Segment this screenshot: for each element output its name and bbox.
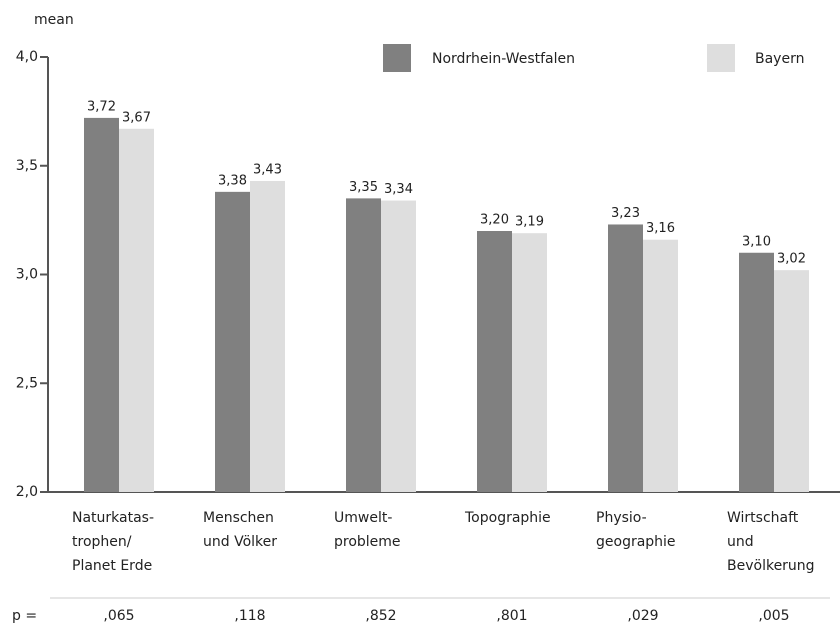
value-label: 3,34 — [384, 182, 413, 197]
value-label: 3,19 — [515, 215, 544, 230]
value-label: 3,38 — [218, 173, 247, 188]
value-label: 3,67 — [122, 110, 151, 125]
x-tick-label: Physio- — [596, 510, 647, 526]
p-value: ,118 — [234, 608, 265, 624]
y-tick-label: 3,5 — [16, 158, 38, 174]
bar — [739, 252, 774, 492]
y-tick-label: 3,0 — [16, 267, 38, 283]
y-axis-label: mean — [34, 12, 74, 28]
value-label: 3,16 — [646, 221, 675, 236]
x-tick-label: Topographie — [464, 510, 551, 526]
x-tick-label: Umwelt- — [334, 510, 392, 526]
legend-swatch — [383, 44, 411, 72]
legend-label: Bayern — [755, 51, 804, 67]
x-tick-label: probleme — [334, 534, 401, 550]
p-value: ,029 — [627, 608, 658, 624]
y-tick-label: 4,0 — [16, 49, 38, 65]
x-tick-label: Wirtschaft — [727, 510, 799, 526]
bar — [84, 117, 119, 493]
bar — [774, 270, 809, 492]
p-value: ,852 — [365, 608, 396, 624]
value-label: 3,72 — [87, 99, 116, 114]
y-tick-label: 2,0 — [16, 484, 38, 500]
value-label: 3,43 — [253, 162, 282, 177]
x-tick-label: und Völker — [203, 534, 277, 550]
y-tick-label: 2,5 — [16, 375, 38, 391]
value-label: 3,02 — [777, 252, 806, 267]
bar — [643, 239, 678, 492]
x-tick-label: Bevölkerung — [727, 558, 815, 574]
p-value: ,065 — [103, 608, 134, 624]
x-tick-label: und — [727, 534, 754, 550]
bar — [119, 128, 154, 492]
x-tick-label: geographie — [596, 534, 676, 550]
x-tick-label: Planet Erde — [72, 558, 152, 574]
p-value: ,005 — [758, 608, 789, 624]
bar — [215, 191, 250, 492]
bar — [250, 180, 285, 492]
bar — [381, 200, 416, 493]
legend-label: Nordrhein-Westfalen — [432, 51, 575, 67]
p-label: p = — [12, 608, 37, 624]
x-tick-label: Naturkatas- — [72, 510, 154, 526]
bar — [346, 198, 381, 492]
value-label: 3,10 — [742, 234, 771, 249]
value-label: 3,20 — [480, 213, 509, 228]
x-tick-label: trophen/ — [72, 534, 132, 550]
p-value: ,801 — [496, 608, 527, 624]
x-tick-label: Menschen — [203, 510, 274, 526]
bar — [512, 233, 547, 493]
bar — [608, 224, 643, 492]
value-label: 3,23 — [611, 206, 640, 221]
value-label: 3,35 — [349, 180, 378, 195]
bar — [477, 231, 512, 492]
legend-swatch — [707, 44, 735, 72]
